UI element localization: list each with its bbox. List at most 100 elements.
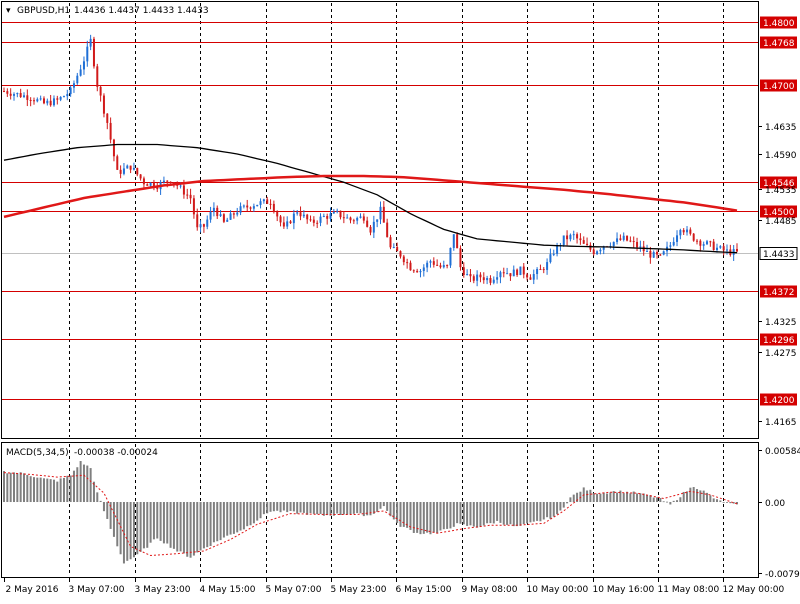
macd-bar [729,502,732,504]
candle-body [599,249,602,252]
candle-body [689,229,692,234]
macd-bar [706,492,709,503]
candle-body [352,220,355,222]
level-tag [760,205,797,218]
candle-body [349,217,352,221]
collapse-icon[interactable]: ▾ [6,6,11,16]
macd-bar [396,502,399,524]
candle-body [226,219,229,222]
macd-bar [446,502,449,529]
macd-bar [556,502,559,515]
macd-bar [279,502,282,513]
macd-bar [616,492,619,503]
macd-bar [452,502,455,527]
macd-bar [546,502,549,518]
candle-body [686,229,689,233]
macd-bar [132,502,135,558]
macd-bar [39,477,42,503]
candle-body [279,216,282,223]
macd-bar [619,490,622,503]
macd-bar [562,502,565,508]
candle-body [12,94,15,96]
macd-bar [369,502,372,516]
macd-bar [532,502,535,522]
candle-body [59,96,62,100]
macd-bar [309,502,312,514]
candle-body [16,93,19,95]
candle-body [336,210,339,212]
macd-bar [106,502,109,519]
candle-body [246,205,249,208]
candle-body [506,273,509,275]
time-label: 4 May 15:00 [200,585,256,595]
macd-bar [602,492,605,503]
candle-body [309,219,312,221]
candle-body [396,247,399,252]
macd-bar [282,502,285,511]
macd-bar [672,500,675,503]
macd-bar [219,502,222,541]
macd-bar [16,473,19,503]
candle-body [532,274,535,280]
macd-bar [352,502,355,514]
macd-bar [66,475,69,503]
candle-body [416,270,419,273]
macd-bar [72,470,75,503]
macd-bar [596,493,599,503]
price-axis: 1.4800 1.4768 1.4700 1.4546 1.4500 1.4372 1.42… [758,16,798,428]
macd-bar [459,502,462,524]
macd-bar [116,502,119,547]
macd-bar [406,502,409,528]
macd-bar [572,494,575,503]
macd-bar [349,502,352,515]
candle-body [536,269,539,275]
candle-body [22,95,25,97]
candle-body [582,240,585,244]
candle-body [696,240,699,242]
ma-fast-line [3,143,738,254]
time-label: 3 May 07:00 [69,585,125,595]
candle-body [469,274,472,277]
macd-bar [436,502,439,534]
candle-body [232,213,235,215]
macd-bar [642,493,645,503]
macd-bar [422,502,425,534]
candle-body [96,66,99,87]
candle-body [199,224,202,228]
macd-bar [159,502,162,541]
macd-bar [99,500,102,503]
candle-body [712,241,715,250]
candle-body [329,213,332,219]
macd-bar [186,502,189,557]
candle-body [156,187,159,190]
candle-body [449,247,452,266]
macd-bar [182,502,185,554]
level-tag [760,16,797,29]
macd-bar [676,500,679,503]
macd-bar [486,502,489,524]
macd-bar [239,502,242,531]
macd-bar [162,502,165,544]
candle-body [306,214,309,220]
time-label: 3 May 23:00 [135,585,191,595]
candle-body [552,253,555,255]
candle-body [629,240,632,242]
candle-body [129,165,132,170]
candle-body [706,241,709,245]
macd-bar [529,502,532,523]
macd-bar [589,489,592,503]
macd-bar [109,502,112,529]
macd-bar [579,491,582,503]
macd-bar [506,502,509,525]
candle-body [262,199,265,202]
candles [3,34,738,287]
candle-body [406,262,409,264]
candle-body [332,211,335,214]
candle-body [479,274,482,278]
macd-bar [659,498,662,503]
candle-body [579,238,582,241]
macd-bar [299,502,302,513]
macd-bar [272,502,275,512]
candle-body [429,261,432,263]
